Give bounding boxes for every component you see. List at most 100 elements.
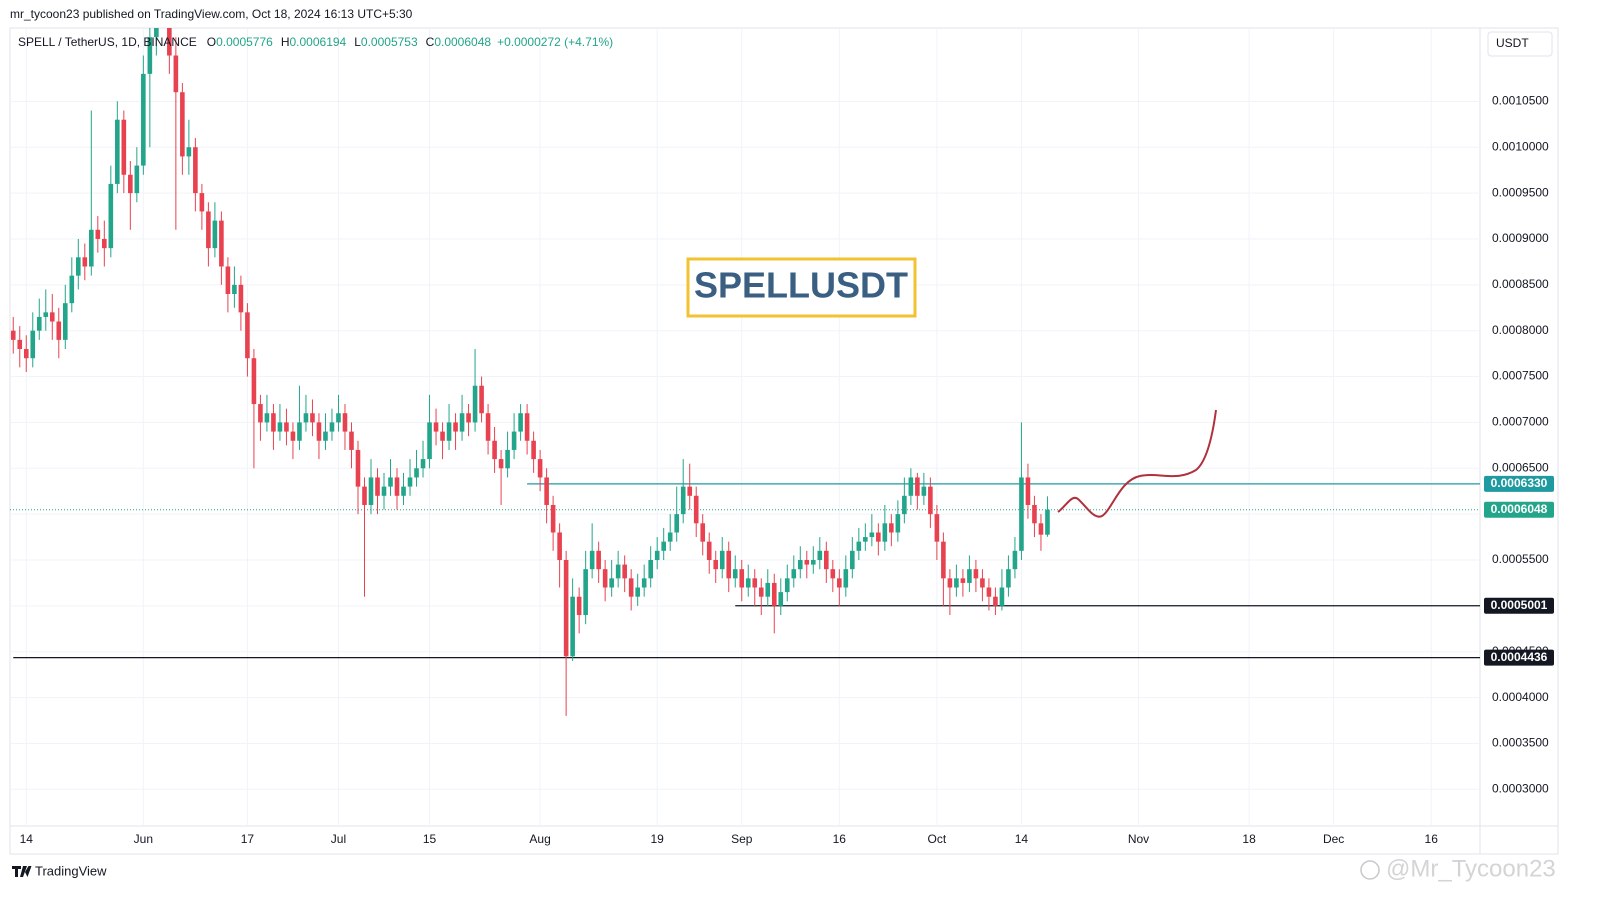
x-tick-label: Jul [331, 832, 346, 846]
candle-body [758, 587, 764, 597]
candle-body [388, 477, 393, 487]
candle-body [739, 569, 745, 588]
brand-name: TradingView [35, 863, 107, 878]
candle-body [414, 468, 419, 478]
candle-body [654, 550, 660, 560]
candle-body [147, 37, 153, 74]
candle-body [303, 413, 309, 423]
x-tick-label: 19 [651, 832, 665, 846]
x-tick-label: Aug [529, 832, 550, 846]
candle-body [732, 569, 738, 579]
candle-body [622, 564, 627, 579]
candle-body [43, 312, 49, 317]
price-line-label: 0.0004436 [1491, 650, 1548, 664]
candle-body [563, 560, 569, 657]
x-tick-label: Sep [731, 832, 753, 846]
candle-body [225, 266, 231, 294]
y-tick-label: 0.0003000 [1492, 781, 1549, 795]
ohlc-field-name: L [354, 35, 361, 49]
candle-body [446, 422, 452, 441]
candle-body [1045, 509, 1050, 535]
candle-body [56, 321, 62, 340]
currency-label[interactable]: USDT [1496, 36, 1529, 50]
currency-button[interactable] [1487, 31, 1553, 57]
x-tick-label: Jun [134, 832, 153, 846]
candle-body [310, 413, 315, 423]
candle-body [576, 596, 582, 616]
candle-body [336, 413, 341, 423]
ohlc-field-value: 0.0006048 [434, 35, 491, 49]
candle-body [843, 569, 849, 588]
x-tick-label: Nov [1128, 832, 1149, 846]
candle-body [30, 330, 36, 359]
candle-body [1032, 504, 1037, 524]
price-line-tag [1484, 649, 1554, 666]
candle-body [82, 257, 88, 267]
candle-body [856, 541, 862, 551]
candle-body [199, 193, 205, 212]
candle-body [479, 385, 484, 414]
candle-body [661, 541, 666, 551]
candle-body [277, 422, 283, 432]
watermark-icon [1360, 860, 1380, 880]
publish-header: mr_tycoon23 published on TradingView.com… [10, 7, 413, 21]
price-line-label: 0.0005001 [1491, 598, 1548, 612]
candle-body [882, 523, 888, 542]
x-tick-label: Dec [1323, 832, 1344, 846]
candle-body [869, 532, 875, 538]
candle-body [804, 560, 810, 565]
candle-body [895, 514, 901, 533]
ohlc-field-name: O [207, 35, 216, 49]
candle-body [680, 486, 686, 515]
candle-body [986, 587, 992, 597]
candle-body [245, 312, 250, 359]
candle-body [674, 514, 680, 533]
candle-body [615, 564, 621, 579]
candle-body [824, 550, 829, 570]
chart-frame [9, 27, 1559, 855]
chart-title: SPELLUSDT [694, 265, 908, 306]
candle-body [69, 275, 75, 304]
candle-body [524, 413, 530, 441]
candle-body [1006, 569, 1011, 588]
candle-body [108, 183, 114, 249]
candle-body [128, 174, 133, 194]
ohlc-field-value: 0.0005776 [216, 35, 273, 49]
candle-body [830, 569, 836, 579]
candle-body [173, 55, 179, 93]
candle-body [375, 477, 380, 496]
x-tick-label: 14 [20, 832, 34, 846]
candle-body [154, 28, 159, 38]
price-lines [10, 483, 1480, 659]
watermark: @Mr_Tycoon23 [1386, 855, 1556, 882]
candles [10, 28, 1050, 716]
candle-body [459, 413, 465, 432]
candle-body [271, 413, 276, 432]
candle-body [544, 477, 549, 505]
candle-body [1019, 477, 1024, 551]
candle-body [915, 477, 920, 496]
candle-body [628, 578, 634, 597]
candle-body [264, 413, 270, 423]
x-tick-label: 14 [1015, 832, 1029, 846]
candle-body [440, 431, 445, 441]
candle-body [193, 147, 198, 194]
candle-body [75, 257, 81, 276]
candle-body [342, 413, 348, 432]
candle-body [531, 440, 536, 460]
candle-body [596, 550, 601, 570]
candle-body [954, 578, 959, 588]
x-tick-label: 18 [1242, 832, 1256, 846]
candle-body [863, 537, 868, 542]
y-tick-label: 0.0007500 [1492, 369, 1549, 383]
brand-logo [12, 866, 32, 877]
candle-body [726, 550, 732, 579]
candle-body [219, 220, 224, 267]
candle-body [498, 459, 504, 469]
candle-body [206, 211, 211, 249]
y-tick-label: 0.0010000 [1492, 139, 1549, 153]
candle-body [700, 523, 706, 542]
candle-body [433, 422, 439, 432]
